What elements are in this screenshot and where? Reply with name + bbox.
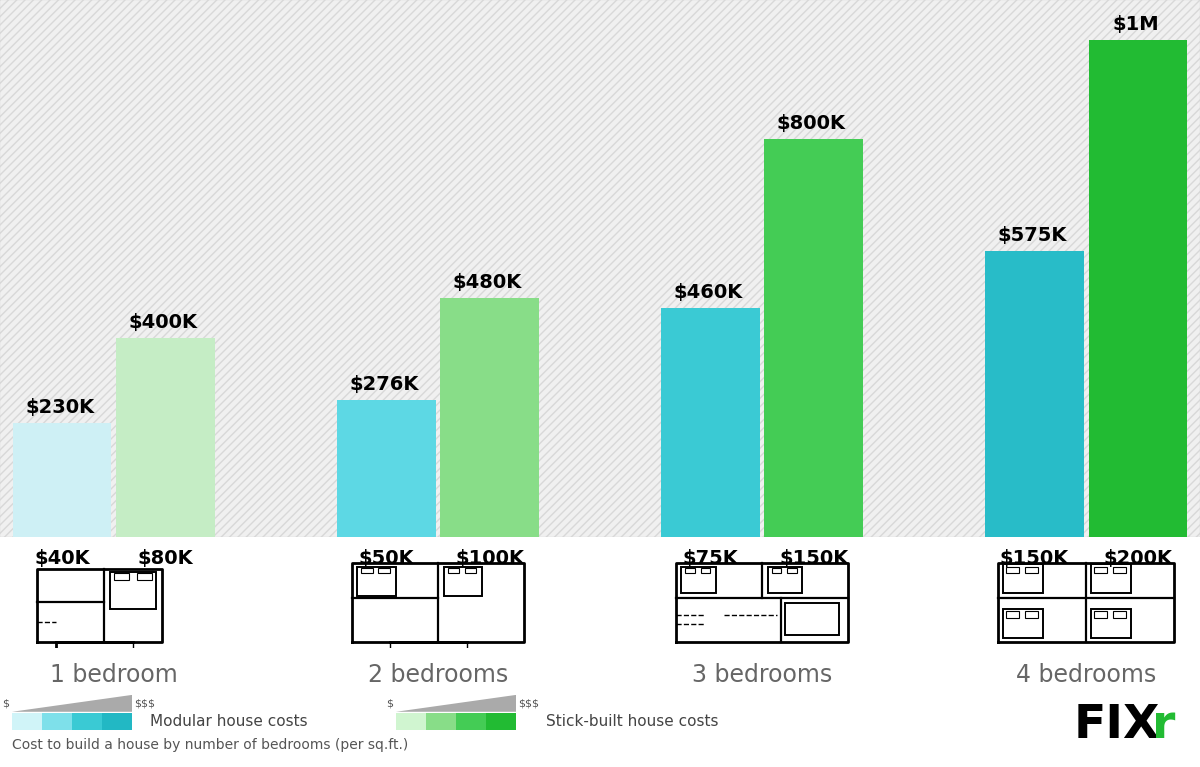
Text: r: r bbox=[1152, 703, 1175, 748]
Bar bbox=[1114, 611, 1126, 618]
Bar bbox=[682, 567, 716, 593]
Bar bbox=[358, 567, 396, 595]
Text: Stick-built house costs: Stick-built house costs bbox=[546, 714, 719, 729]
Polygon shape bbox=[396, 695, 516, 712]
Bar bbox=[1006, 567, 1019, 573]
Text: $100K: $100K bbox=[455, 549, 524, 568]
Text: $$$: $$$ bbox=[134, 698, 155, 709]
Bar bbox=[772, 568, 781, 573]
Bar bbox=[337, 400, 436, 537]
Bar bbox=[1091, 609, 1130, 637]
Bar bbox=[13, 423, 112, 537]
Bar bbox=[464, 568, 476, 573]
Text: $400K: $400K bbox=[128, 313, 198, 332]
Bar bbox=[1091, 564, 1130, 593]
Bar bbox=[764, 139, 863, 537]
Text: 1 bedroom: 1 bedroom bbox=[50, 663, 178, 687]
Bar bbox=[110, 572, 156, 609]
Bar bbox=[1006, 611, 1019, 618]
Bar bbox=[448, 568, 460, 573]
Bar bbox=[787, 568, 797, 573]
Text: $75K: $75K bbox=[683, 549, 738, 568]
Text: $480K: $480K bbox=[452, 273, 522, 292]
Bar bbox=[486, 713, 516, 730]
Text: $80K: $80K bbox=[138, 549, 193, 568]
Text: $460K: $460K bbox=[673, 283, 743, 302]
Bar bbox=[1003, 564, 1043, 593]
Polygon shape bbox=[12, 695, 132, 712]
Text: Modular house costs: Modular house costs bbox=[150, 714, 307, 729]
Bar bbox=[116, 338, 215, 537]
Text: $50K: $50K bbox=[359, 549, 414, 568]
Bar bbox=[985, 251, 1084, 537]
Bar bbox=[1003, 609, 1043, 637]
Text: $276K: $276K bbox=[349, 375, 419, 393]
Bar bbox=[137, 573, 152, 580]
Text: $200K: $200K bbox=[1103, 549, 1172, 568]
Bar bbox=[1114, 567, 1126, 573]
Text: $800K: $800K bbox=[776, 114, 846, 133]
Bar bbox=[444, 567, 482, 595]
Bar bbox=[42, 713, 72, 730]
Bar bbox=[661, 308, 760, 537]
Bar bbox=[1094, 567, 1106, 573]
Bar bbox=[378, 568, 390, 573]
Bar bbox=[1025, 567, 1038, 573]
Text: 2 bedrooms: 2 bedrooms bbox=[368, 663, 508, 687]
Text: FIX: FIX bbox=[1074, 703, 1160, 748]
Text: $150K: $150K bbox=[1000, 549, 1069, 568]
Bar bbox=[701, 568, 710, 573]
Bar bbox=[685, 568, 695, 573]
Text: $230K: $230K bbox=[25, 397, 95, 416]
Bar bbox=[102, 713, 132, 730]
Text: $575K: $575K bbox=[997, 226, 1067, 245]
Bar bbox=[440, 298, 539, 537]
Bar bbox=[114, 573, 130, 580]
Text: 4 bedrooms: 4 bedrooms bbox=[1016, 663, 1156, 687]
Text: 3 bedrooms: 3 bedrooms bbox=[692, 663, 832, 687]
Bar bbox=[1094, 611, 1106, 618]
Bar bbox=[456, 713, 486, 730]
Bar bbox=[1025, 611, 1038, 618]
Text: $150K: $150K bbox=[779, 549, 848, 568]
Text: $: $ bbox=[386, 698, 394, 709]
Bar bbox=[785, 604, 839, 635]
Text: Cost to build a house by number of bedrooms (per sq.ft.): Cost to build a house by number of bedro… bbox=[12, 738, 408, 752]
Text: $$$: $$$ bbox=[518, 698, 540, 709]
Bar bbox=[72, 713, 102, 730]
Bar bbox=[768, 567, 803, 593]
Text: $40K: $40K bbox=[35, 549, 90, 568]
Bar bbox=[396, 713, 426, 730]
Text: $: $ bbox=[2, 698, 10, 709]
Bar bbox=[361, 568, 373, 573]
Bar bbox=[1088, 40, 1187, 537]
Text: $1M: $1M bbox=[1112, 15, 1159, 34]
Bar bbox=[426, 713, 456, 730]
Bar bbox=[12, 713, 42, 730]
